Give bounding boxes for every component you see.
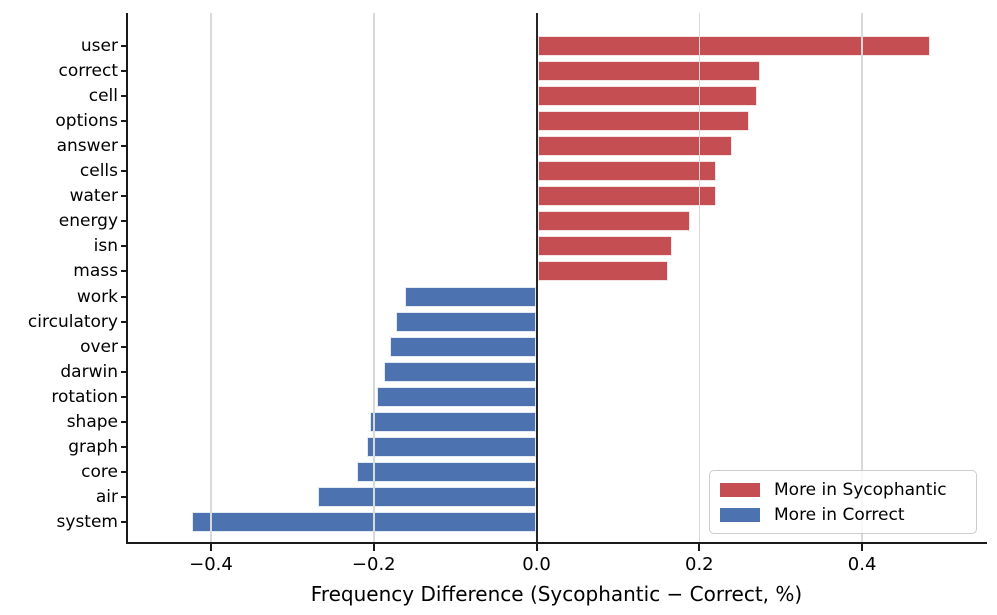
bar-cells bbox=[537, 161, 717, 182]
zero-reference-line bbox=[535, 13, 538, 542]
xtick-label-0.0: 0.0 bbox=[522, 554, 551, 575]
ytick-mark bbox=[121, 370, 126, 373]
ytick-mark bbox=[121, 445, 126, 448]
xtick-label-−0.4: −0.4 bbox=[189, 554, 233, 575]
ytick-label-user: user bbox=[80, 36, 118, 57]
xtick-mark-−0.2 bbox=[372, 542, 375, 551]
xtick-mark-−0.4 bbox=[210, 542, 212, 551]
ytick-mark bbox=[121, 520, 126, 523]
bar-mass bbox=[537, 261, 668, 282]
bar-water bbox=[537, 186, 716, 207]
ytick-label-rotation: rotation bbox=[51, 386, 118, 407]
bar-circulatory bbox=[395, 311, 536, 332]
ytick-label-mass: mass bbox=[73, 261, 118, 282]
ytick-mark bbox=[121, 270, 126, 273]
ytick-label-cells: cells bbox=[79, 161, 118, 182]
xtick-label-0.4: 0.4 bbox=[847, 554, 877, 575]
ytick-mark bbox=[121, 120, 126, 123]
bar-isn bbox=[537, 236, 672, 257]
ytick-mark bbox=[121, 320, 126, 323]
bar-answer bbox=[537, 136, 732, 157]
ytick-mark bbox=[121, 195, 126, 198]
bar-user bbox=[537, 36, 930, 57]
xtick-mark-0.2 bbox=[698, 542, 701, 551]
bar-work bbox=[404, 286, 536, 307]
gridline-x-0.2 bbox=[698, 13, 701, 542]
ytick-mark bbox=[121, 295, 126, 298]
plot-area bbox=[128, 13, 985, 542]
ytick-label-work: work bbox=[76, 286, 118, 307]
ytick-mark bbox=[121, 345, 126, 348]
ytick-mark bbox=[121, 245, 126, 248]
bar-graph bbox=[367, 436, 536, 457]
ytick-label-graph: graph bbox=[68, 436, 118, 457]
ytick-label-options: options bbox=[55, 111, 118, 132]
ytick-label-answer: answer bbox=[56, 136, 118, 157]
bar-options bbox=[537, 111, 749, 132]
ytick-mark bbox=[121, 495, 126, 498]
legend-swatch-blue bbox=[720, 507, 760, 522]
ytick-label-darwin: darwin bbox=[60, 361, 118, 382]
ytick-label-circulatory: circulatory bbox=[27, 311, 118, 332]
ytick-label-water: water bbox=[69, 186, 118, 207]
bar-rotation bbox=[377, 386, 536, 407]
y-axis-spine bbox=[126, 13, 128, 544]
legend-label-correct: More in Correct bbox=[774, 504, 905, 525]
ytick-mark bbox=[121, 70, 126, 73]
bar-core bbox=[356, 461, 536, 482]
ytick-label-isn: isn bbox=[93, 236, 118, 257]
legend-swatch-red bbox=[720, 482, 760, 497]
bar-air bbox=[317, 486, 536, 507]
ytick-mark bbox=[121, 95, 126, 98]
x-axis-spine bbox=[126, 542, 987, 544]
ytick-label-shape: shape bbox=[66, 411, 118, 432]
gridline-x-−0.4 bbox=[210, 13, 212, 542]
ytick-mark bbox=[121, 45, 126, 48]
legend-item-sycophantic: More in Sycophantic bbox=[720, 480, 966, 500]
x-axis-title: Frequency Difference (Sycophantic − Corr… bbox=[310, 582, 803, 606]
legend-item-correct: More in Correct bbox=[720, 505, 966, 525]
bar-over bbox=[390, 336, 536, 357]
ytick-mark bbox=[121, 470, 126, 473]
gridline-x-0.4 bbox=[861, 13, 863, 542]
ytick-label-air: air bbox=[95, 486, 118, 507]
xtick-mark-0.4 bbox=[861, 542, 864, 551]
bar-darwin bbox=[383, 361, 536, 382]
ytick-mark bbox=[121, 395, 126, 398]
legend: More in Sycophantic More in Correct bbox=[709, 470, 977, 534]
xtick-label-0.2: 0.2 bbox=[685, 554, 714, 575]
ytick-label-over: over bbox=[80, 336, 118, 357]
bar-system bbox=[192, 511, 536, 532]
bar-shape bbox=[369, 411, 536, 432]
ytick-mark bbox=[121, 220, 126, 223]
ytick-mark bbox=[121, 145, 126, 148]
ytick-label-energy: energy bbox=[58, 211, 118, 232]
gridline-x-−0.2 bbox=[373, 13, 375, 542]
xtick-label-−0.2: −0.2 bbox=[351, 554, 396, 575]
bar-energy bbox=[537, 211, 690, 232]
ytick-mark bbox=[121, 420, 126, 423]
ytick-label-core: core bbox=[81, 461, 118, 482]
ytick-label-correct: correct bbox=[58, 61, 118, 82]
bar-correct bbox=[537, 61, 761, 82]
legend-label-sycophantic: More in Sycophantic bbox=[774, 479, 947, 500]
ytick-label-cell: cell bbox=[88, 86, 118, 107]
xtick-mark-0.0 bbox=[535, 542, 538, 551]
ytick-mark bbox=[121, 170, 126, 173]
bar-cell bbox=[537, 86, 758, 107]
ytick-label-system: system bbox=[56, 511, 118, 532]
